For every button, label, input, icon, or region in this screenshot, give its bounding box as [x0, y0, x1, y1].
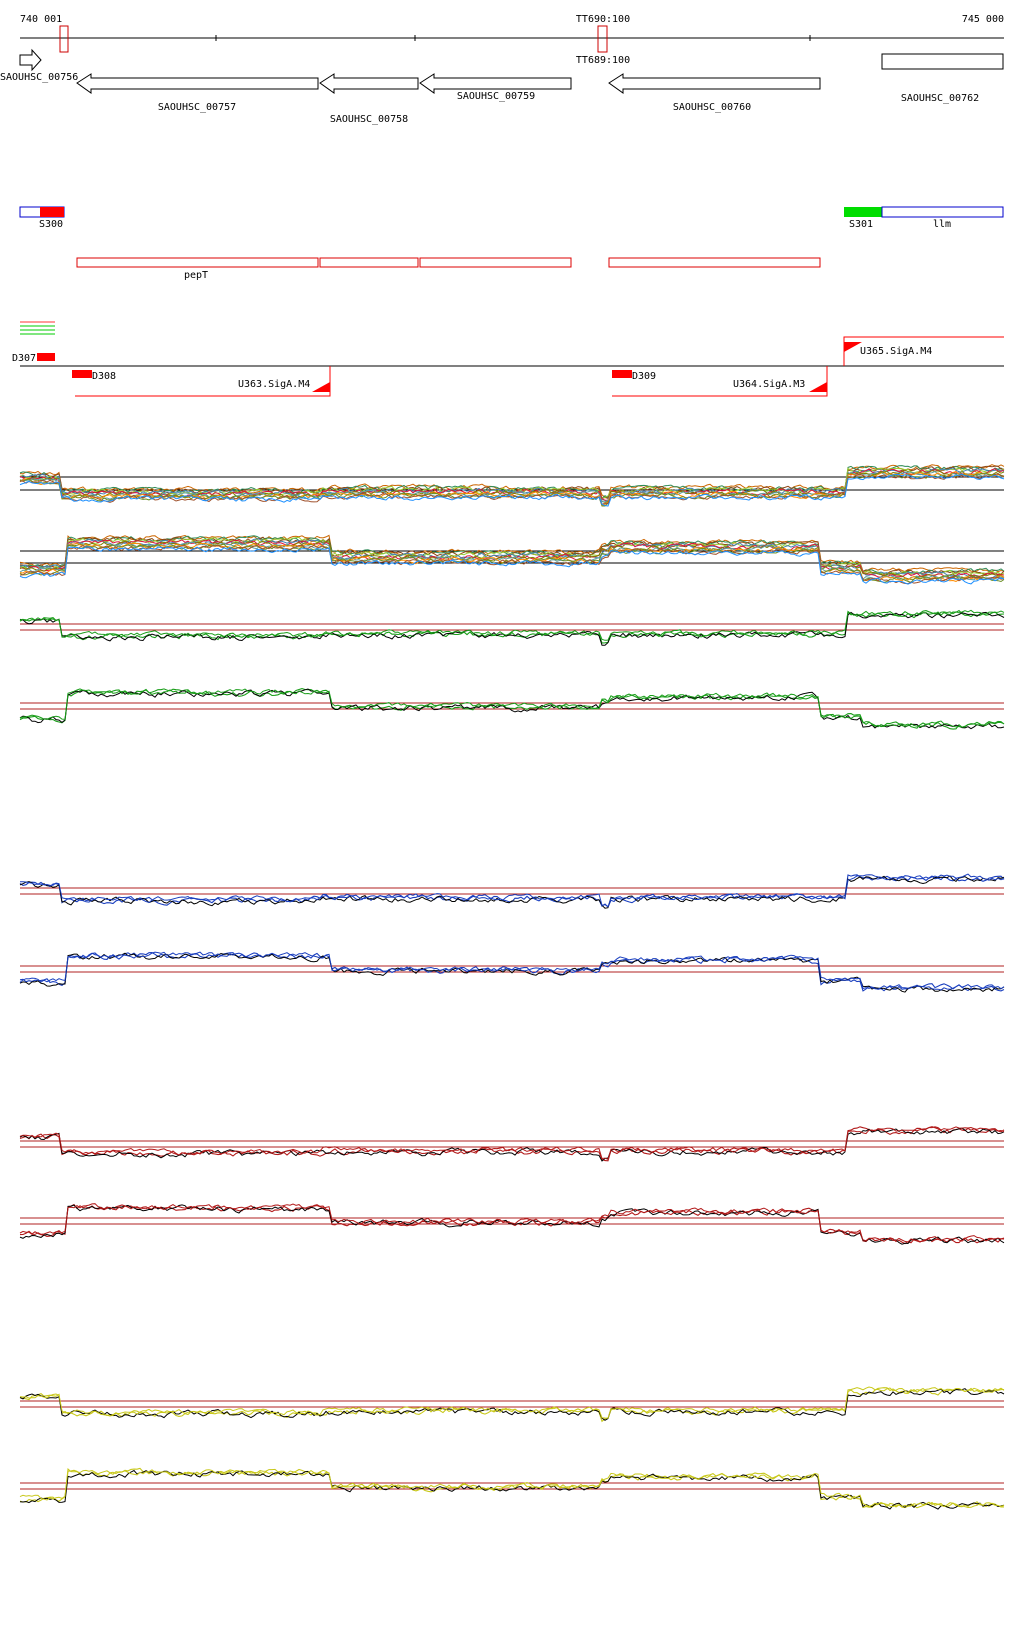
segment-u365-flag [844, 342, 862, 352]
gene-label-00757: SAOUHSC_00757 [158, 102, 236, 113]
segment-label-d308: D308 [92, 371, 116, 382]
green-panel-b-trace-2 [19, 688, 1005, 730]
segment-label-u365: U365.SigA.M4 [860, 346, 932, 357]
blue-panel-b-trace-3 [19, 951, 1005, 991]
ruler-marker-tt690[interactable] [597, 25, 608, 53]
green-panel-a-trace-2 [19, 611, 1005, 646]
feature-track: S300 S301 llm [19, 206, 1004, 230]
segment-label-d307: D307 [12, 353, 36, 364]
segment-d309[interactable] [612, 370, 632, 378]
gene-arrow-00759[interactable] [419, 73, 572, 94]
multi-panel-a-trace-10 [19, 473, 1005, 505]
multi-panel-b-trace-5 [19, 539, 1005, 579]
feature-bar-llm[interactable] [881, 206, 1004, 218]
green-panel-b-trace-1 [19, 688, 1005, 730]
operon-label-pept: pepT [184, 270, 208, 281]
feature-label-s300: S300 [39, 219, 63, 230]
expression-panels [19, 464, 1005, 1510]
multi-panel-b-trace-3 [19, 536, 1005, 577]
multi-panel-b-trace-11 [19, 546, 1005, 585]
multi-panel-a-trace-9 [19, 470, 1005, 507]
gene-arrow-00757[interactable] [76, 73, 319, 94]
red-panel-a-trace-3 [19, 1126, 1005, 1160]
multi-panel-b-trace-8 [19, 542, 1005, 582]
segment-u364-flag [809, 382, 827, 392]
green-panel-b-trace-3 [19, 688, 1005, 728]
segment-label-d309: D309 [632, 371, 656, 382]
blue-panel-b-trace-2 [19, 952, 1005, 993]
gene-arrow-00760[interactable] [608, 73, 821, 94]
red-panel-a-trace-2 [19, 1127, 1005, 1162]
gene-label-00758: SAOUHSC_00758 [330, 114, 408, 125]
feature-fill-s300 [40, 207, 64, 217]
operon-box-2[interactable] [319, 257, 419, 268]
feature-bar-s301[interactable] [844, 207, 882, 217]
segment-u363-bracket[interactable] [75, 366, 331, 397]
gene-label-00762: SAOUHSC_00762 [901, 93, 979, 104]
operon-box-1[interactable] [76, 257, 319, 268]
ruler-start-label: 740 001 [20, 14, 62, 25]
operon-box-4[interactable] [608, 257, 821, 268]
gene-arrow-00758[interactable] [319, 73, 419, 94]
gene-label-00760: SAOUHSC_00760 [673, 102, 751, 113]
operon-track: pepT [76, 257, 821, 281]
yellow-panel-a-trace-1 [19, 1387, 1005, 1423]
operon-box-3[interactable] [419, 257, 572, 268]
multi-panel-b-trace-10 [19, 544, 1005, 585]
blue-panel-a-trace-3 [19, 873, 1005, 908]
segment-label-u364: U364.SigA.M3 [733, 379, 805, 390]
multi-panel-a-trace-2 [19, 465, 1005, 500]
gene-arrow-00756[interactable] [19, 48, 42, 72]
blue-panel-a-trace-2 [19, 875, 1005, 909]
gene-label-00759: SAOUHSC_00759 [457, 91, 535, 102]
feature-label-llm: llm [933, 219, 951, 230]
yellow-panel-b-trace-3 [19, 1467, 1005, 1509]
green-panel-a-trace-1 [19, 609, 1005, 644]
segment-u363-flag [312, 382, 330, 392]
yellow-panel-b-trace-2 [19, 1469, 1005, 1510]
segment-label-u363: U363.SigA.M4 [238, 379, 310, 390]
multi-panel-b-trace-7 [19, 541, 1005, 581]
green-panel-a-trace-3 [19, 609, 1005, 641]
ruler-marker-bottom-label: TT689:100 [576, 55, 630, 66]
segment-d308[interactable] [72, 370, 92, 378]
yellow-panel-b-trace-1 [19, 1467, 1004, 1509]
segment-u364-bracket[interactable] [612, 366, 828, 397]
ruler-marker-top-label: TT690:100 [576, 14, 630, 25]
multi-panel-b-trace-1 [19, 535, 1005, 575]
gene-box-00762[interactable] [881, 53, 1004, 70]
yellow-panel-a-trace-2 [19, 1388, 1005, 1421]
feature-label-s301: S301 [849, 219, 873, 230]
segment-d307[interactable] [37, 353, 55, 361]
yellow-panel-a-trace-3 [19, 1386, 1005, 1419]
red-panel-b-trace-3 [19, 1203, 1005, 1243]
multi-panel-a-trace-11 [19, 473, 1005, 507]
gene-label-00756: SAOUHSC_00756 [0, 72, 78, 83]
blue-panel-a-trace-1 [19, 874, 1005, 908]
segment-u365-bracket[interactable] [843, 336, 1004, 366]
gene-track: SAOUHSC_00756 SAOUHSC_00757 SAOUHSC_0075… [0, 48, 1004, 125]
ruler-end-label: 745 000 [962, 14, 1004, 25]
segment-track: D307 D308 D309 U363.SigA.M4 U364.SigA.M3… [12, 321, 1004, 397]
multi-panel-a-trace-4 [19, 467, 1005, 503]
coordinate-ruler: 740 001 745 000 TT690:100 TT689:100 [20, 14, 1004, 66]
ruler-marker-left[interactable] [59, 25, 69, 53]
